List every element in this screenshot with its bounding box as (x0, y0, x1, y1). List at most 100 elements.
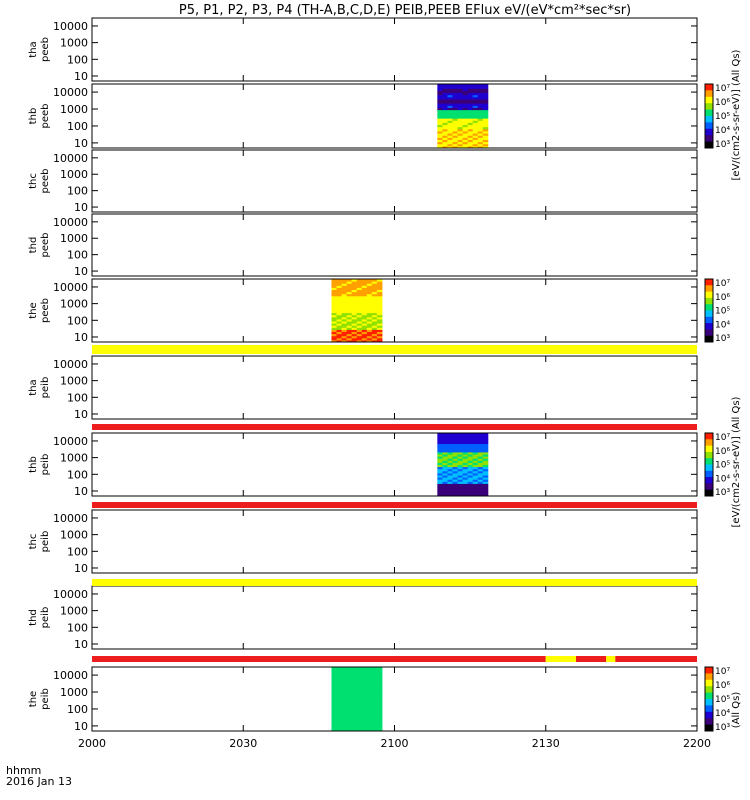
spectrogram-cell (452, 101, 459, 104)
spectrogram-cell (371, 703, 378, 706)
spectrogram-cell (361, 339, 368, 343)
spectrogram-cell (371, 302, 378, 305)
spectrogram-cell (331, 295, 338, 299)
spectrogram-cell (442, 113, 448, 117)
spectrogram-cell (482, 466, 489, 470)
spectrogram-cell (336, 327, 343, 330)
spectrogram-cell (376, 718, 383, 721)
spectrogram-cell (467, 98, 474, 102)
spectrogram-cell (376, 329, 383, 332)
spectrogram-cell (341, 718, 348, 721)
colorbar-segment (705, 297, 713, 305)
spectrogram-cell (447, 464, 453, 468)
spectrogram-cell (467, 491, 474, 495)
spectrogram-cell (457, 128, 464, 132)
spectrogram-cell (437, 133, 443, 136)
spectrogram-cell (331, 316, 338, 320)
spectrogram-cell (341, 293, 348, 297)
spectrogram-cell (452, 441, 459, 444)
spectrogram-cell (346, 300, 353, 303)
spectrogram-cell (467, 462, 474, 465)
spectrogram-cell (452, 483, 459, 486)
panel-y-label: thcpeib (28, 531, 51, 553)
colorbar-label: [eV/(cm2-s-sr-eV)] (All Qs) (731, 49, 742, 180)
spectrogram-cell (457, 143, 464, 147)
spectrogram-cell (447, 491, 453, 495)
colorbar-segment (705, 489, 713, 497)
colorbar-tick-label: 10⁵ (715, 695, 730, 705)
spectrogram-cell (467, 126, 474, 130)
spectrogram-cell (361, 300, 368, 303)
y-tick-label: 100 (67, 249, 88, 262)
spectrogram-cell (341, 285, 348, 288)
spectrogram-cell (356, 720, 363, 723)
spectrogram-cell (442, 493, 448, 497)
spectrogram-cell (452, 124, 459, 128)
spectrogram-cell (462, 485, 469, 489)
spectrogram-cell (336, 306, 343, 309)
spectrogram-cell (457, 493, 464, 497)
spectrogram-cell (442, 466, 448, 470)
spectrogram-cell (467, 128, 474, 132)
spectrogram-cell (437, 439, 443, 442)
spectrogram-cell (477, 439, 484, 442)
spectrogram-cell (331, 726, 338, 730)
spectrogram-cell (366, 724, 373, 728)
spectrogram-cell (351, 726, 358, 730)
spectrogram-cell (356, 285, 363, 288)
spectrogram-cell (371, 688, 378, 691)
spectrogram-cell (366, 673, 373, 677)
colorbar-tick-label: 10⁴ (715, 709, 730, 719)
spectrogram-cell (437, 493, 443, 497)
spectrogram-cell (371, 337, 378, 341)
y-tick-label: 10 (74, 137, 88, 150)
colorbar-segment (705, 433, 713, 440)
spectrogram-cell (457, 139, 464, 143)
spectrogram-cell (341, 681, 348, 685)
spectrogram-cell (457, 120, 464, 123)
spectrogram-cell (366, 669, 373, 672)
spectrogram-cell (462, 139, 469, 143)
spectrogram-cell (351, 713, 358, 717)
spectrogram-cell (442, 491, 448, 495)
spectrogram-cell (442, 137, 448, 140)
spectrogram-cell (482, 451, 489, 455)
spectrogram-cell (467, 103, 474, 106)
spectrogram-cell (361, 713, 368, 717)
spectrogram-cell (482, 458, 489, 461)
spectrogram-cell (477, 96, 484, 100)
spectrogram-cell (346, 291, 353, 295)
spectrogram-cell (376, 707, 383, 711)
spectrogram-cell (452, 128, 459, 132)
spectrogram-cell (442, 475, 448, 478)
spectrogram-cell (442, 109, 448, 113)
spectrogram-cell (437, 470, 443, 474)
spectrogram-cell (356, 293, 363, 297)
spectrogram-cell (331, 283, 338, 286)
panel-y-label: thapeib (28, 377, 51, 399)
spectrogram-cell (361, 318, 368, 322)
spectrogram-cell (331, 692, 338, 696)
spectrogram-cell (346, 675, 353, 679)
spectrogram-cell (376, 310, 383, 314)
spectrogram-cell (477, 141, 484, 145)
spectrogram-cell (447, 454, 453, 457)
spectrogram-cell (467, 475, 474, 478)
spectrogram-cell (336, 686, 343, 689)
spectrogram-cell (472, 445, 479, 449)
spectrogram-cell (371, 726, 378, 730)
spectrogram-cell (336, 690, 343, 694)
y-tick-label: 100 (67, 185, 88, 198)
spectrogram-cell (437, 451, 443, 455)
spectrogram-cell (376, 701, 383, 704)
spectrogram-cell (336, 291, 343, 295)
spectrogram-cell (346, 726, 353, 730)
spectrogram-cell (462, 468, 469, 472)
y-tick-label: 1000 (60, 686, 88, 699)
spectrogram-cell (351, 684, 358, 687)
spectrogram-cell (452, 485, 459, 489)
spectrogram-cell (472, 111, 479, 115)
spectrogram-cell (331, 327, 338, 330)
spectrogram-cell (361, 337, 368, 341)
spectrogram-cell (336, 684, 343, 687)
